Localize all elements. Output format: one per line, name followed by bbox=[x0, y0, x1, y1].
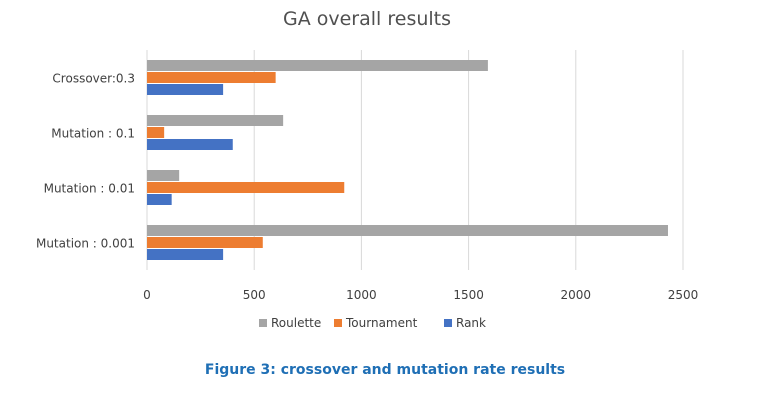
bar-chart: GA overall results Crossover:0.3 Mutation… bbox=[36, 8, 698, 330]
bar-roulette bbox=[147, 225, 668, 236]
bar-roulette bbox=[147, 60, 488, 71]
legend-label-roulette: Roulette bbox=[271, 316, 321, 330]
x-tick-label: 1500 bbox=[453, 288, 484, 302]
legend-label-rank: Rank bbox=[456, 316, 486, 330]
bar-tournament bbox=[147, 72, 276, 83]
legend-swatch-tournament bbox=[334, 319, 342, 327]
bar-rank bbox=[147, 139, 233, 150]
bar-roulette bbox=[147, 170, 180, 181]
legend-swatch-rank bbox=[444, 319, 452, 327]
legend-label-tournament: Tournament bbox=[345, 316, 418, 330]
bars bbox=[147, 60, 668, 260]
x-tick-label: 500 bbox=[243, 288, 266, 302]
bar-rank bbox=[147, 249, 224, 260]
x-tick-label: 2000 bbox=[561, 288, 592, 302]
category-label: Mutation : 0.1 bbox=[51, 127, 135, 141]
category-label: Crossover:0.3 bbox=[52, 72, 135, 86]
bar-rank bbox=[147, 194, 172, 205]
chart-title: GA overall results bbox=[283, 8, 451, 30]
figure-caption: Figure 3: crossover and mutation rate re… bbox=[204, 362, 566, 378]
legend-swatch-roulette bbox=[259, 319, 267, 327]
y-axis-labels: Crossover:0.3 Mutation : 0.1 Mutation : 0.… bbox=[36, 72, 135, 251]
bar-roulette bbox=[147, 115, 284, 126]
x-tick-label: 0 bbox=[143, 288, 151, 302]
category-label: Mutation : 0.01 bbox=[44, 182, 135, 196]
x-tick-label: 1000 bbox=[346, 288, 377, 302]
legend: Roulette Tournament Rank bbox=[259, 316, 486, 330]
x-tick-label: 2500 bbox=[668, 288, 699, 302]
bar-rank bbox=[147, 84, 224, 95]
bar-tournament bbox=[147, 127, 165, 138]
category-label: Mutation : 0.001 bbox=[36, 237, 135, 251]
bar-tournament bbox=[147, 237, 263, 248]
x-axis-labels: 0 500 1000 1500 2000 2500 bbox=[143, 288, 698, 302]
bar-tournament bbox=[147, 182, 345, 193]
